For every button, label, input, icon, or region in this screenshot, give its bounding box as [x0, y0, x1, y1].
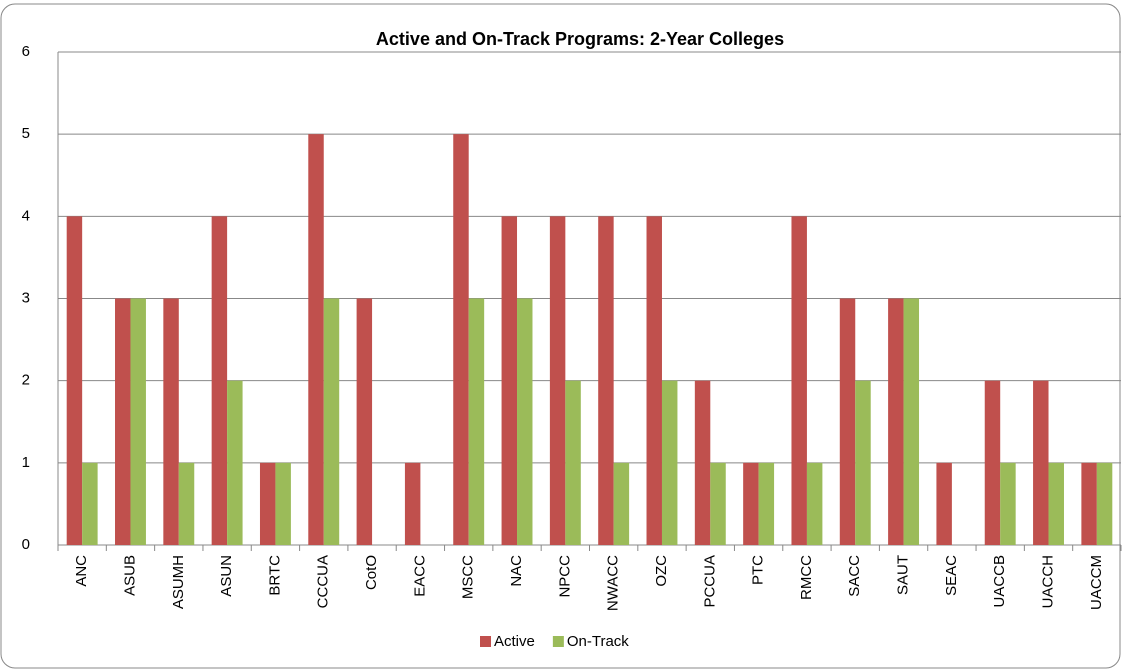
bar: [82, 462, 98, 545]
bar: [404, 462, 421, 545]
bar: [115, 298, 131, 545]
x-tick-label: CotO: [363, 555, 380, 590]
chart-title: Active and On-Track Programs: 2-Year Col…: [376, 29, 784, 49]
bar: [903, 298, 920, 545]
bar: [356, 298, 373, 545]
x-tick-label: NWACC: [605, 555, 622, 611]
bar: [227, 380, 243, 545]
x-tick-label: PTC: [750, 555, 767, 585]
x-tick-label: CCCUA: [315, 555, 332, 608]
bar: [694, 380, 711, 545]
bar: [791, 216, 807, 546]
x-tick-label: SACC: [846, 555, 863, 597]
legend-label: On-Track: [567, 633, 629, 650]
x-tick-label: ASUB: [121, 555, 138, 596]
y-tick-label: 0: [22, 536, 30, 553]
x-tick-label: ASUMH: [170, 555, 187, 609]
bar: [517, 298, 533, 545]
x-tick-label: UACCB: [991, 555, 1008, 608]
bar: [743, 462, 759, 545]
bar: [323, 298, 340, 545]
x-tick-label: RMCC: [798, 555, 815, 600]
bar: [661, 380, 678, 545]
bar: [275, 462, 291, 545]
y-tick-label: 5: [22, 125, 30, 142]
bar: [1081, 462, 1097, 545]
bar: [453, 134, 469, 545]
bar: [1033, 380, 1049, 545]
x-tick-label: SAUT: [895, 555, 912, 595]
x-tick-label: NPCC: [556, 555, 573, 598]
bar: [178, 462, 195, 545]
y-tick-label: 3: [22, 289, 30, 306]
x-tick-label: BRTC: [266, 555, 283, 596]
legend-label: Active: [494, 633, 535, 650]
bar: [855, 380, 871, 545]
bar: [501, 216, 518, 546]
bar: [598, 216, 614, 546]
bar: [308, 134, 324, 545]
legend-swatch: [552, 636, 564, 647]
bar: [1000, 462, 1016, 545]
bar: [839, 298, 856, 545]
bar: [163, 298, 179, 545]
bar: [758, 462, 775, 545]
bar: [888, 298, 904, 545]
bar: [936, 462, 952, 545]
y-tick-label: 4: [22, 207, 30, 224]
bar: [710, 462, 726, 545]
x-tick-label: PCCUA: [701, 555, 718, 608]
bar: [549, 216, 566, 546]
bar: [1048, 462, 1064, 545]
x-tick-label: ASUN: [218, 555, 235, 597]
y-tick-label: 2: [22, 372, 30, 389]
legend-swatch: [480, 636, 491, 647]
x-tick-label: NAC: [508, 555, 525, 587]
x-tick-label: EACC: [411, 555, 428, 597]
bar: [66, 216, 83, 546]
x-tick-label: SEAC: [943, 555, 960, 596]
bar: [565, 380, 581, 545]
x-tick-label: UACCH: [1039, 555, 1056, 608]
bar: [259, 462, 276, 545]
x-tick-label: OZC: [653, 555, 670, 587]
bar: [806, 462, 823, 545]
y-tick-label: 1: [22, 454, 30, 471]
bar: [468, 298, 485, 545]
x-tick-label: MSCC: [460, 555, 477, 599]
y-tick-label: 6: [22, 43, 30, 60]
x-tick-label: ANC: [73, 555, 90, 587]
bar: [130, 298, 146, 545]
bar: [646, 216, 662, 546]
bar: [984, 380, 1001, 545]
bar: [613, 462, 630, 545]
bar: [1096, 462, 1113, 545]
x-tick-label: UACCM: [1088, 555, 1105, 610]
bar: [211, 216, 228, 546]
